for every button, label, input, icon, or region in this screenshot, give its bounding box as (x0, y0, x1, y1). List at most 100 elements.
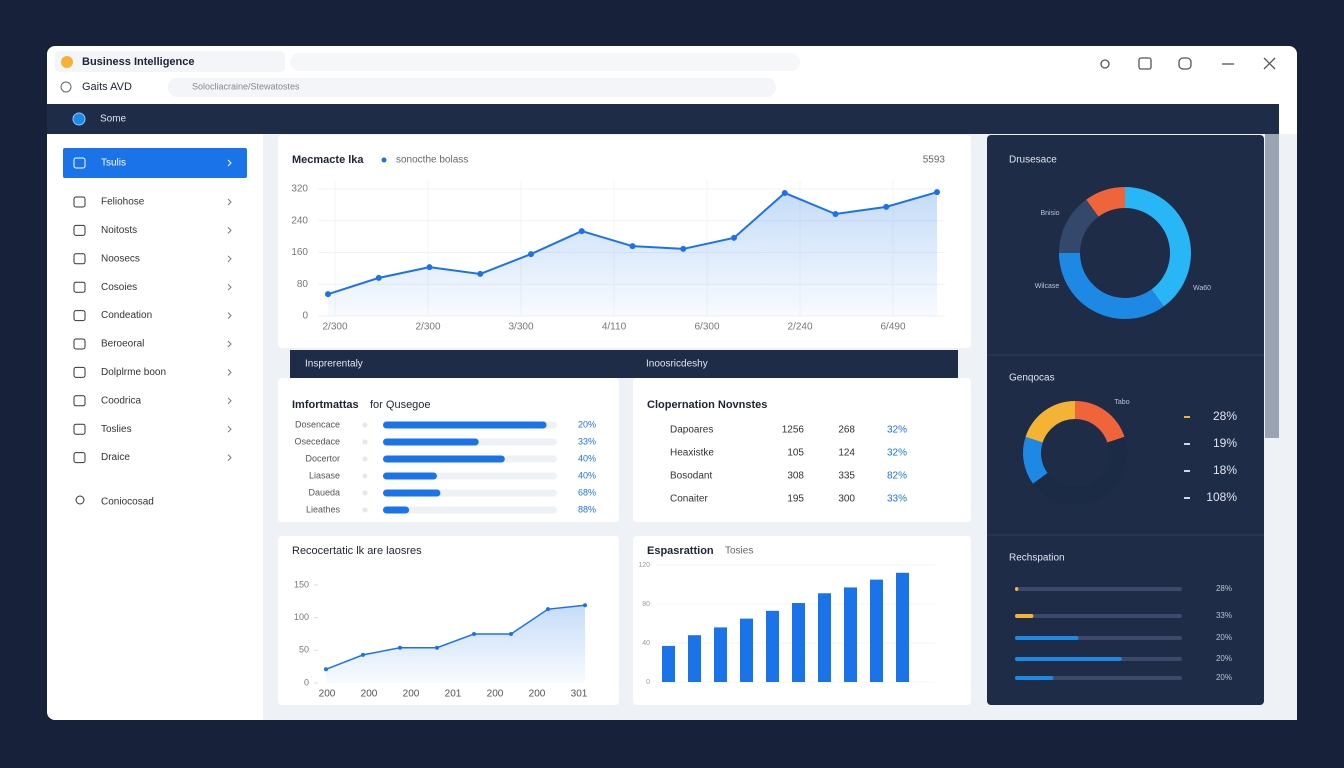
chevron (227, 369, 232, 376)
scrollbar[interactable] (1265, 134, 1279, 438)
header-icon (72, 112, 86, 126)
legend-swatch (381, 157, 387, 163)
y-tick-label: 100 (294, 612, 309, 622)
table-cell: 308 (787, 471, 804, 482)
sidebar-item: Dolplrme boon (101, 367, 166, 378)
bar (383, 506, 410, 514)
profile: Gaits AVD (82, 81, 132, 93)
panel-subtitle: for Qusegoe (370, 399, 431, 411)
x-tick-label: 200 (529, 689, 546, 700)
progress-label: 28% (1216, 584, 1232, 593)
share: 20% (578, 419, 596, 429)
sidebar-item: Condeation (101, 310, 152, 321)
header-bar (47, 104, 1279, 134)
x-tick-label: 4/110 (602, 322, 627, 333)
point (583, 603, 587, 608)
table-cell: 300 (838, 494, 855, 505)
bar-track (383, 506, 557, 514)
progress-bar (1015, 657, 1122, 661)
x-tick-label: 200 (319, 689, 336, 700)
table-cell: 124 (838, 448, 855, 459)
bar (383, 455, 505, 463)
bar (714, 627, 727, 682)
address: Solocliacraine/Stewatostes (192, 81, 300, 91)
sidebar-item: Noitosts (101, 225, 137, 236)
panel-title: Clopernation Novnstes (647, 399, 767, 411)
x-tick-label: 6/300 (694, 322, 719, 333)
tab-icon (61, 56, 73, 68)
point (472, 632, 476, 636)
progress-label: 33% (1216, 611, 1232, 620)
panel-title: Drusesace (1009, 155, 1057, 166)
chevron (227, 397, 232, 405)
chevron (227, 198, 232, 206)
sidebar-item: Feliohose (101, 197, 145, 208)
bar-label: Daueda (308, 487, 340, 497)
table-cell: 105 (787, 448, 804, 459)
table-cell: Heaxistke (670, 448, 714, 459)
chevron (227, 255, 232, 263)
tab[interactable] (55, 51, 285, 72)
y-tick-label: 240 (291, 215, 308, 226)
sidebar-item: Beroeoral (101, 339, 144, 350)
info-icon (60, 81, 72, 93)
sidebar-icon (73, 310, 86, 322)
progress-bar (1015, 587, 1019, 591)
control[interactable] (1178, 57, 1192, 70)
bar (383, 489, 441, 497)
dot (362, 439, 368, 445)
x-tick-label: 200 (403, 689, 420, 700)
sidebar-item-active[interactable] (63, 148, 247, 178)
sidebar-item: Toslies (101, 424, 132, 435)
x-tick-label: 2/300 (415, 322, 440, 333)
address-bar[interactable] (168, 78, 776, 97)
sidebar-icon (73, 366, 86, 378)
ranking-panel (278, 378, 619, 522)
table-cell: 268 (838, 425, 855, 436)
share: 40% (578, 453, 596, 463)
panel-subtitle: Tosies (725, 546, 753, 557)
sidebar-item: Tsulis (101, 158, 126, 169)
donut-note: Tabo (1114, 399, 1129, 406)
donut-slice (1125, 187, 1191, 307)
progress-label: 20% (1216, 633, 1232, 642)
progress-label: 20% (1216, 654, 1232, 663)
point (398, 645, 402, 650)
sidebar-icon (73, 253, 86, 265)
table-cell: 33% (887, 494, 907, 505)
table-cell: 32% (887, 425, 907, 436)
donut-slice (1075, 401, 1125, 443)
legend-value: 28% (1213, 409, 1237, 423)
point (781, 189, 788, 196)
y-tick-label: 150 (294, 579, 309, 589)
control[interactable] (1138, 57, 1152, 70)
panel-title: Rechspation (1009, 553, 1065, 564)
table-cell: 1256 (782, 425, 805, 436)
point (435, 645, 439, 650)
bar (844, 587, 857, 682)
panel-title: Imfortmattas (292, 399, 359, 411)
side-panel (987, 135, 1264, 705)
point (426, 264, 433, 271)
x-tick-label: 2/240 (787, 322, 812, 333)
bar (766, 610, 779, 682)
dot (362, 473, 368, 479)
sidebar-icon (73, 196, 86, 208)
close[interactable] (1263, 57, 1276, 70)
sidebar-footer: Coniocosad (101, 497, 154, 508)
y-tick-label: 0 (304, 677, 309, 687)
chevron (227, 312, 232, 319)
panel-title: Genqocas (1009, 373, 1055, 384)
donut-slice (1032, 436, 1127, 505)
progress-bar (1015, 676, 1054, 680)
table-cell: Dapoares (670, 425, 713, 436)
donut-slice (1023, 436, 1048, 484)
point (528, 251, 534, 258)
bar (740, 618, 753, 682)
bar-label: Osecedace (294, 436, 340, 446)
chevron (227, 227, 232, 234)
point (680, 245, 687, 252)
bar (792, 603, 805, 682)
control[interactable] (1100, 59, 1110, 69)
